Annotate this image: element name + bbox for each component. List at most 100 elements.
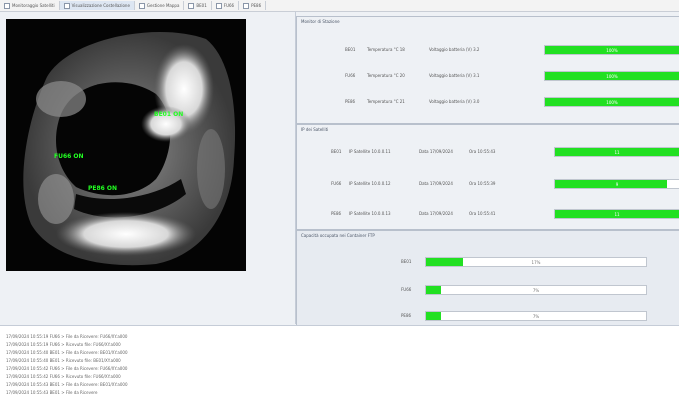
- satellite-time: Ora 10:55:41: [469, 211, 496, 216]
- satellite-ip: IP Satellite 10.0.0.11: [349, 149, 391, 154]
- island-map-graphic: [23, 32, 236, 266]
- satellite-ip: IP Satellite 10.0.0.12: [349, 181, 391, 186]
- station-monitor-panel: Monitor di Stazione BE01 Temperatura °C …: [296, 16, 679, 124]
- satellite-time: Ora 10:55:43: [469, 149, 496, 154]
- satellite-row-be01: BE01 IP Satellite 10.0.0.11 Data 17/09/2…: [297, 147, 679, 157]
- capacity-bar: 17%: [425, 257, 647, 267]
- satellite-signal-label: 11: [614, 150, 620, 155]
- event-log[interactable]: 17/09/2024 10:55:19 FU66 > File da Ricev…: [0, 325, 679, 415]
- log-line: 17/09/2024 10:55:42 FU66 > Ricevuto file…: [6, 374, 121, 379]
- tab-label: Gestione Mappa: [146, 3, 180, 8]
- battery-bar-fill: [545, 72, 679, 80]
- tab-label: FU66: [223, 3, 235, 8]
- station-id: BE01: [345, 47, 356, 52]
- tab-pe86[interactable]: PE86: [239, 1, 267, 10]
- battery-bar-fill: [545, 98, 679, 106]
- satellite-signal-label: 9: [615, 182, 619, 187]
- capacity-row-be01: BE01 17%: [297, 257, 679, 267]
- temperature-value: Temperatura °C 18: [367, 47, 405, 52]
- tab-label: Monitoraggio Satelliti: [12, 3, 55, 8]
- island-map[interactable]: BE01 ON FU66 ON PE86 ON: [6, 19, 246, 271]
- capacity-bar-label: 17%: [531, 260, 541, 265]
- panel-title: Monitor di Stazione: [301, 19, 340, 24]
- tab-icon: [4, 2, 10, 9]
- tab-costellazione[interactable]: Visualizzazione Costellazione: [59, 1, 135, 10]
- log-line: 17/09/2024 10:55:40 BE01 > Ricevuto file…: [6, 358, 121, 363]
- tab-icon: [243, 2, 250, 9]
- satellite-signal-fill: [555, 180, 667, 188]
- tab-label: PE86: [251, 3, 262, 8]
- tab-label: Visualizzazione Costellazione: [71, 3, 130, 8]
- temperature-value: Temperatura °C 20: [367, 73, 405, 78]
- map-label-pe86[interactable]: PE86 ON: [88, 185, 118, 192]
- capacity-bar-label: 7%: [532, 314, 540, 319]
- battery-bar: 100%: [544, 97, 679, 107]
- capacity-row-fu66: FU66 7%: [297, 285, 679, 295]
- tab-fu66[interactable]: FU66: [212, 1, 240, 10]
- ftp-capacity-panel: Capacità occupata nei Container FTP BE01…: [296, 230, 679, 334]
- voltage-value: Voltaggio batteria (V) 3.0: [429, 99, 480, 104]
- log-line: 17/09/2024 10:55:19 FU66 > File da Ricev…: [6, 334, 128, 339]
- capacity-id: FU66: [401, 287, 412, 292]
- voltage-value: Voltaggio batteria (V) 3.2: [429, 47, 480, 52]
- satellite-signal-bar: 9: [554, 179, 679, 189]
- tab-icon: [138, 2, 145, 9]
- tab-icon: [63, 2, 70, 9]
- log-line: 17/09/2024 10:55:42 FU66 > File da Ricev…: [6, 366, 128, 371]
- tab-be01[interactable]: BE01: [184, 1, 212, 10]
- satellite-signal-fill: [555, 210, 679, 218]
- station-row-be01: BE01 Temperatura °C 18 Voltaggio batteri…: [297, 45, 679, 55]
- capacity-id: BE01: [401, 259, 412, 264]
- log-line: 17/09/2024 10:55:19 FU66 > Ricevuto file…: [6, 342, 121, 347]
- tab-bar: Monitoraggio Satelliti Visualizzazione C…: [0, 0, 679, 12]
- battery-bar-fill: [545, 46, 679, 54]
- satellite-date: Data 17/09/2024: [419, 181, 453, 186]
- capacity-bar: 7%: [425, 311, 647, 321]
- satellite-id: PE86: [331, 211, 342, 216]
- panel-title: IP dei Satelliti: [301, 127, 329, 132]
- capacity-row-pe86: PE86 7%: [297, 311, 679, 321]
- capacity-id: PE86: [401, 313, 412, 318]
- battery-bar-label: 100%: [606, 48, 618, 53]
- tab-monitoraggio[interactable]: Monitoraggio Satelliti: [0, 1, 60, 10]
- voltage-value: Voltaggio batteria (V) 3.1: [429, 73, 480, 78]
- satellite-id: FU66: [331, 181, 342, 186]
- battery-bar-label: 100%: [606, 74, 618, 79]
- satellite-signal-bar: 11: [554, 209, 679, 219]
- satellite-id: BE01: [331, 149, 342, 154]
- map-label-be01[interactable]: BE01 ON: [154, 111, 184, 118]
- capacity-bar-fill: [426, 312, 442, 320]
- capacity-bar: 7%: [425, 285, 647, 295]
- satellite-signal-bar: 11: [554, 147, 679, 157]
- battery-bar: 100%: [544, 45, 679, 55]
- satellite-ip-panel: IP dei Satelliti BE01 IP Satellite 10.0.…: [296, 124, 679, 230]
- satellite-time: Ora 10:55:39: [469, 181, 496, 186]
- temperature-value: Temperatura °C 21: [367, 99, 405, 104]
- capacity-bar-label: 7%: [532, 288, 540, 293]
- satellite-row-fu66: FU66 IP Satellite 10.0.0.12 Data 17/09/2…: [297, 179, 679, 189]
- log-line: 17/09/2024 10:55:43 BE01 > File da Ricev…: [6, 390, 98, 395]
- battery-bar-label: 100%: [606, 100, 618, 105]
- status-pane: Monitor di Stazione BE01 Temperatura °C …: [296, 12, 679, 334]
- tab-icon: [215, 2, 222, 9]
- satellite-date: Data 17/09/2024: [419, 149, 453, 154]
- tab-icon: [188, 2, 195, 9]
- capacity-bar-fill: [426, 286, 442, 294]
- capacity-bar-fill: [426, 258, 464, 266]
- satellite-date: Data 17/09/2024: [419, 211, 453, 216]
- satellite-ip: IP Satellite 10.0.0.13: [349, 211, 391, 216]
- station-id: PE86: [345, 99, 356, 104]
- station-row-pe86: PE86 Temperatura °C 21 Voltaggio batteri…: [297, 97, 679, 107]
- map-label-fu66[interactable]: FU66 ON: [54, 153, 84, 160]
- satellite-row-pe86: PE86 IP Satellite 10.0.0.13 Data 17/09/2…: [297, 209, 679, 219]
- panel-title: Capacità occupata nei Container FTP: [301, 233, 375, 238]
- tab-mappa[interactable]: Gestione Mappa: [135, 1, 185, 10]
- battery-bar: 100%: [544, 71, 679, 81]
- station-row-fu66: FU66 Temperatura °C 20 Voltaggio batteri…: [297, 71, 679, 81]
- log-line: 17/09/2024 10:55:40 BE01 > File da Ricev…: [6, 350, 128, 355]
- station-id: FU66: [345, 73, 356, 78]
- satellite-signal-fill: [555, 148, 679, 156]
- log-line: 17/09/2024 10:55:43 BE01 > File da Ricev…: [6, 382, 128, 387]
- tab-label: BE01: [196, 3, 207, 8]
- satellite-signal-label: 11: [614, 212, 620, 217]
